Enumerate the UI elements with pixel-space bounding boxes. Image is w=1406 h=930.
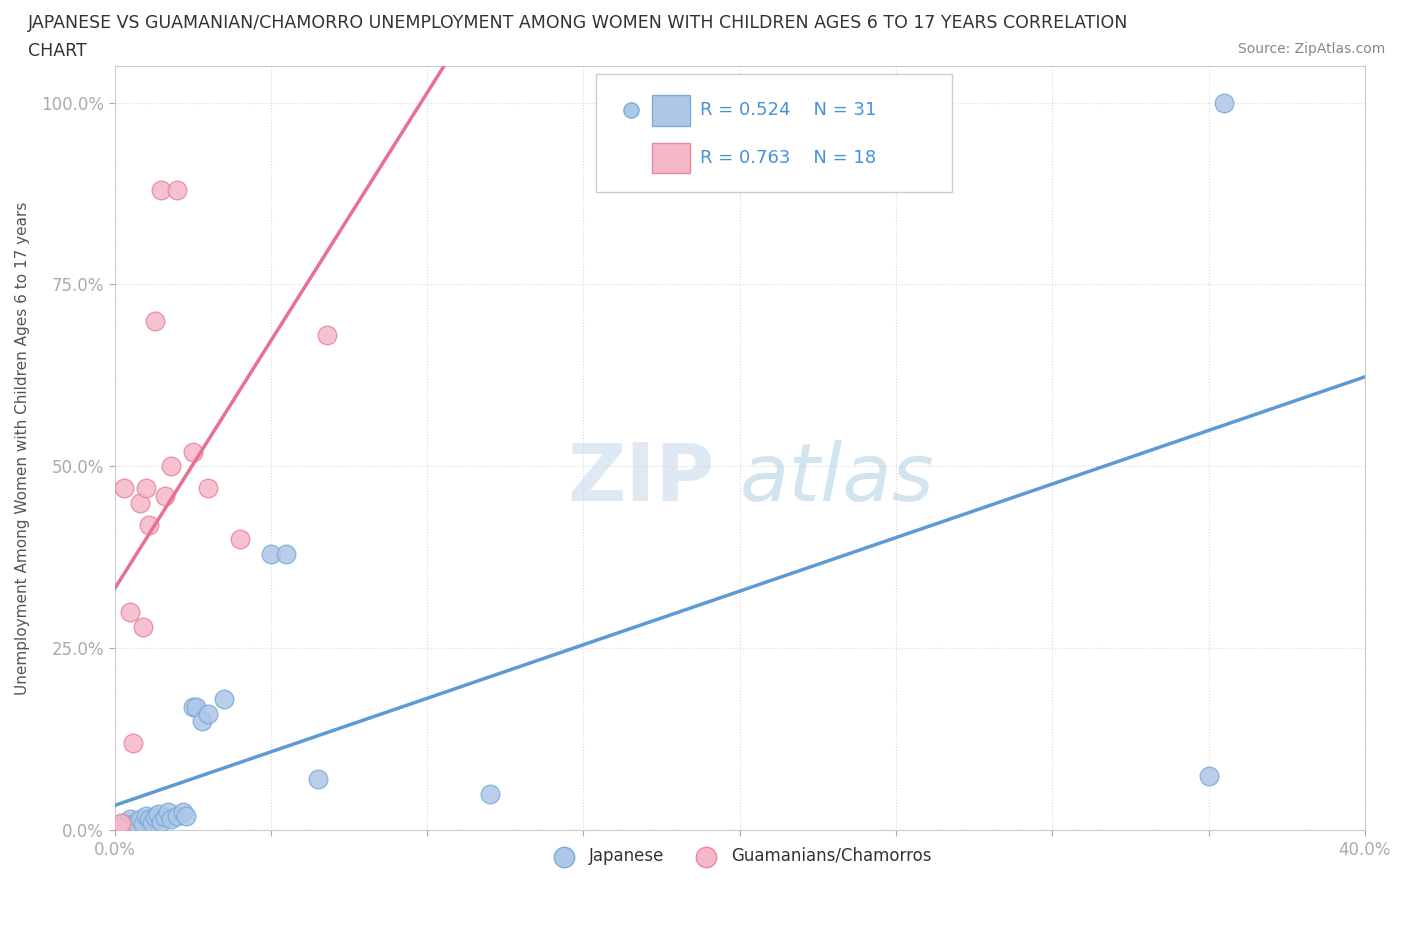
Point [1198,768,1220,783]
Point [159,459,181,474]
Point [156,804,179,819]
Point [153,488,176,503]
Point [159,812,181,827]
Point [110,816,132,830]
Point [143,810,166,825]
Point [112,481,135,496]
Point [122,817,145,832]
Point [153,810,176,825]
Point [148,807,170,822]
Point [316,328,339,343]
FancyBboxPatch shape [596,73,952,193]
Point [112,816,135,830]
Point [181,445,204,459]
Text: ZIP: ZIP [568,440,714,518]
Point [260,546,283,561]
Point [131,817,153,832]
Text: Source: ZipAtlas.com: Source: ZipAtlas.com [1237,42,1385,56]
Text: CHART: CHART [28,42,87,60]
Text: JAPANESE VS GUAMANIAN/CHAMORRO UNEMPLOYMENT AMONG WOMEN WITH CHILDREN AGES 6 TO : JAPANESE VS GUAMANIAN/CHAMORRO UNEMPLOYM… [28,14,1129,32]
Point [228,532,250,547]
Point [120,812,142,827]
Point [150,182,173,197]
Point [307,772,329,787]
Point [143,313,166,328]
Point [276,546,298,561]
Legend: Japanese, Guamanians/Chamorros: Japanese, Guamanians/Chamorros [541,841,938,871]
Point [131,619,153,634]
Point [135,808,157,823]
Point [138,812,160,827]
Point [135,481,157,496]
FancyBboxPatch shape [652,142,690,173]
Point [120,604,142,619]
Point [191,713,214,728]
Point [184,699,207,714]
Point [1395,138,1406,153]
Text: R = 0.524    N = 31: R = 0.524 N = 31 [700,101,876,119]
FancyBboxPatch shape [652,95,690,126]
Point [138,517,160,532]
Point [478,787,501,802]
Point [166,182,188,197]
Point [128,496,150,511]
Point [122,736,145,751]
Point [172,804,194,819]
Point [197,481,219,496]
Point [115,819,138,834]
Point [110,819,132,834]
Point [176,808,198,823]
Point [197,707,219,722]
Text: atlas: atlas [740,440,935,518]
Point [166,808,188,823]
Point [212,692,235,707]
Point [1213,95,1236,110]
Point [141,816,163,830]
Point [125,816,148,830]
Text: R = 0.763    N = 18: R = 0.763 N = 18 [700,149,876,166]
Point [107,819,129,834]
Point [128,812,150,827]
Y-axis label: Unemployment Among Women with Children Ages 6 to 17 years: Unemployment Among Women with Children A… [15,202,30,695]
Point [181,699,204,714]
Point [150,814,173,829]
